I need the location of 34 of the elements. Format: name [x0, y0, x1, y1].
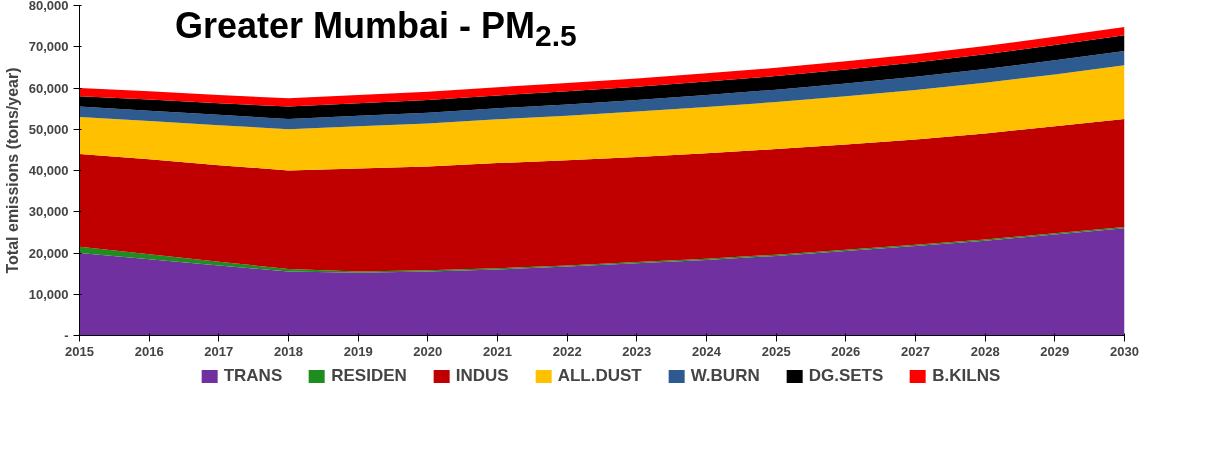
- legend-label: INDUS: [455, 366, 509, 386]
- y-tick-label: 60,000: [28, 80, 69, 96]
- y-tick-label: 30,000: [28, 204, 69, 220]
- y-tick-label: 70,000: [28, 39, 69, 55]
- x-tick-label: 2018: [274, 343, 303, 359]
- legend-label: DG.SETS: [808, 366, 884, 386]
- y-tick-label: -: [64, 328, 69, 343]
- x-tick-label: 2021: [483, 343, 512, 359]
- legend-label: B.KILNS: [932, 366, 1001, 386]
- x-tick-label: 2030: [1110, 343, 1139, 359]
- x-tick-label: 2017: [204, 343, 234, 359]
- y-tick-label: 50,000: [28, 121, 69, 137]
- x-tick-label: 2022: [552, 343, 582, 359]
- legend-label: W.BURN: [690, 366, 760, 386]
- y-axis-title: Total emissions (tons/year): [3, 67, 21, 274]
- x-tick-label: 2023: [622, 343, 652, 359]
- x-tick-label: 2028: [970, 343, 1000, 359]
- x-tick-label: 2020: [413, 343, 443, 359]
- legend-label: ALL.DUST: [557, 366, 642, 386]
- x-tick-label: 2026: [831, 343, 861, 359]
- x-tick-label: 2024: [692, 343, 722, 359]
- x-tick-label: 2015: [65, 343, 94, 359]
- y-tick-label: 80,000: [28, 0, 69, 13]
- y-tick-label: 40,000: [28, 163, 69, 178]
- chart-title: Greater Mumbai - PM$_{2.5}$: [175, 4, 577, 55]
- x-tick-label: 2019: [343, 343, 373, 359]
- x-tick-label: 2029: [1040, 343, 1070, 359]
- y-tick-label: 10,000: [28, 286, 69, 302]
- x-tick-label: 2027: [901, 343, 930, 359]
- x-tick-label: 2016: [134, 343, 164, 359]
- legend-label: TRANS: [223, 366, 283, 386]
- x-tick-label: 2025: [761, 343, 791, 359]
- legend-label: RESIDEN: [331, 366, 407, 386]
- y-tick-label: 20,000: [28, 245, 69, 261]
